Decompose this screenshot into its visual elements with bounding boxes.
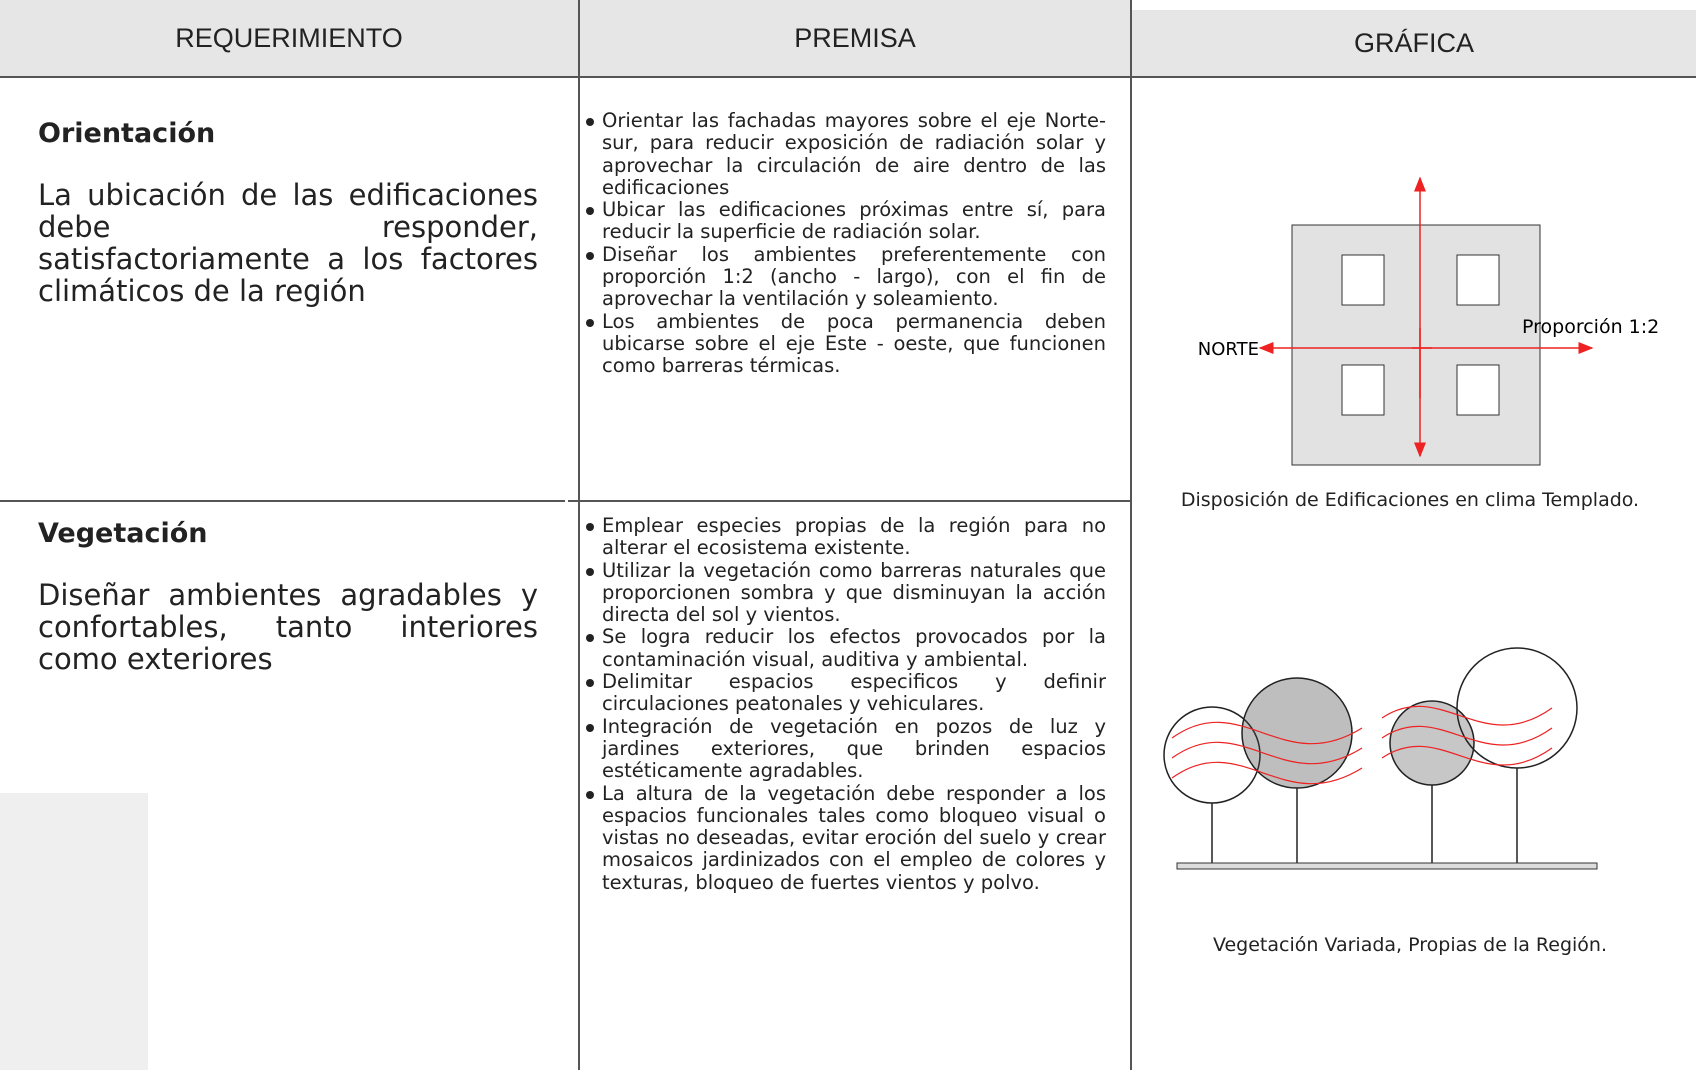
premise-list: Orientar las fachadas mayores sobre el e… (584, 109, 1106, 378)
proportion-label: Proporción 1:2 (1522, 316, 1659, 338)
header-cell: REQUERIMIENTO (0, 0, 580, 78)
header-cell: GRÁFICA (1132, 10, 1696, 78)
premise: Orientar las fachadas mayores sobre el e… (584, 109, 1106, 199)
premise: Delimitar espacios especificos y definir… (584, 671, 1106, 716)
premise: Diseñar los ambientes preferentemente co… (584, 243, 1106, 311)
premise: Utilizar la vegetación como barreras nat… (584, 559, 1106, 627)
requirement-description: La ubicación de las edificaciones debe r… (38, 178, 538, 308)
premise: Ubicar las edificaciones próximas entre … (584, 199, 1106, 244)
requirement-description: Diseñar ambientes agradables y confortab… (38, 578, 538, 676)
premise: La altura de la vegetación debe responde… (584, 782, 1106, 894)
shade (0, 793, 148, 1070)
north-label: NORTE (1198, 339, 1259, 360)
divider (1130, 0, 1132, 1070)
divider (568, 500, 1130, 502)
header-cell: PREMISA (580, 0, 1132, 78)
premise: Emplear especies propias de la región pa… (584, 514, 1106, 560)
premise: Los ambientes de poca permanencia deben … (584, 310, 1106, 378)
premise: Se logra reducir los efectos provocados … (584, 626, 1106, 671)
divider (0, 500, 565, 502)
requirement-title: Vegetación (38, 518, 208, 549)
trees (1163, 647, 1578, 863)
requirement: Orientación La ubicación de las edificac… (38, 118, 538, 307)
divider (578, 78, 580, 1070)
wind-lines (1171, 705, 1553, 785)
diagram-caption: Disposición de Edificaciones en clima Te… (1180, 489, 1640, 511)
premise: Integración de vegetación en pozos de lu… (584, 715, 1106, 783)
requirement-title: Orientación (38, 118, 216, 149)
vegetation-caption: Vegetación Variada, Propias de la Región… (1212, 934, 1608, 956)
graphics: NORTE Proporción 1:2 (1163, 176, 1659, 870)
premise-list: Emplear especies propias de la región pa… (584, 514, 1106, 894)
requirement: Vegetación Diseñar ambientes agradables … (38, 518, 538, 675)
